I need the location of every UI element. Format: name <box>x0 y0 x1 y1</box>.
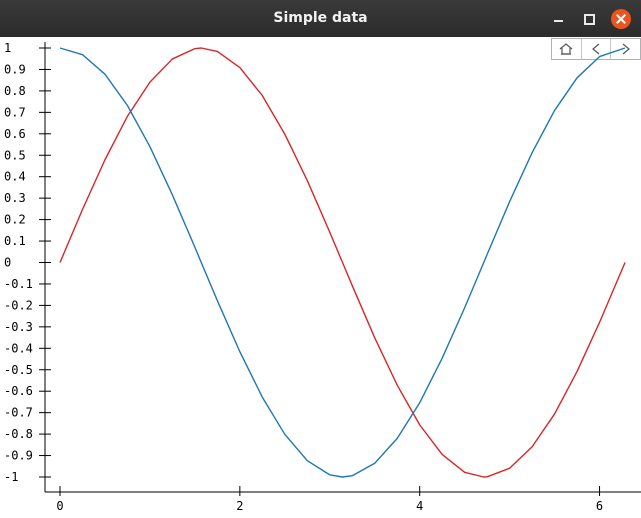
series-line-1 <box>59 47 626 478</box>
forward-icon[interactable] <box>611 39 640 59</box>
y-tick-label: -0.5 <box>4 363 33 377</box>
y-tick-label: -0.1 <box>4 277 33 291</box>
y-tick-label: 0 <box>4 256 11 270</box>
y-tick-label: 0.9 <box>4 62 26 76</box>
y-tick-label: 0.8 <box>4 84 26 98</box>
minimize-icon[interactable] <box>549 9 569 29</box>
y-tick-label: -0.7 <box>4 406 33 420</box>
maximize-icon[interactable] <box>579 9 599 29</box>
home-icon[interactable] <box>552 39 582 59</box>
y-tick-label: 0.1 <box>4 234 26 248</box>
x-tick-label: 4 <box>416 499 423 513</box>
y-tick-label: -0.8 <box>4 427 33 441</box>
y-tick-label: -0.2 <box>4 298 33 312</box>
y-tick-label: 0.7 <box>4 105 26 119</box>
window-title: Simple data <box>273 10 368 26</box>
x-tick-label: 0 <box>56 499 63 513</box>
title-bar[interactable]: Simple data <box>0 0 641 37</box>
y-tick-label: 0.5 <box>4 148 26 162</box>
y-tick-label: -0.6 <box>4 384 33 398</box>
close-icon[interactable] <box>611 9 631 29</box>
y-tick-label: 1 <box>4 41 11 55</box>
line-chart[interactable]: 1 0.9 0.8 0.7 0.6 0.5 0.4 0.3 0.2 0.1 0 -0.1 -0.2 -0.… <box>0 37 641 518</box>
series-line-2 <box>59 47 626 478</box>
y-tick-label: 0.6 <box>4 127 26 141</box>
axes: 1 0.9 0.8 0.7 0.6 0.5 0.4 0.3 0.2 0.1 0 -0.1 -0.2 -0.… <box>4 41 641 513</box>
y-tick-label: -1 <box>4 470 18 484</box>
y-tick-label: 0.3 <box>4 191 26 205</box>
x-tick-label: 6 <box>596 499 603 513</box>
y-tick-label: 0.2 <box>4 213 26 227</box>
back-icon[interactable] <box>582 39 612 59</box>
x-tick-label: 2 <box>236 499 243 513</box>
y-tick-label: -0.3 <box>4 320 33 334</box>
y-tick-label: -0.4 <box>4 341 33 355</box>
y-tick-label: -0.9 <box>4 449 33 463</box>
y-tick-label: 0.4 <box>4 170 26 184</box>
series-group <box>59 47 626 478</box>
